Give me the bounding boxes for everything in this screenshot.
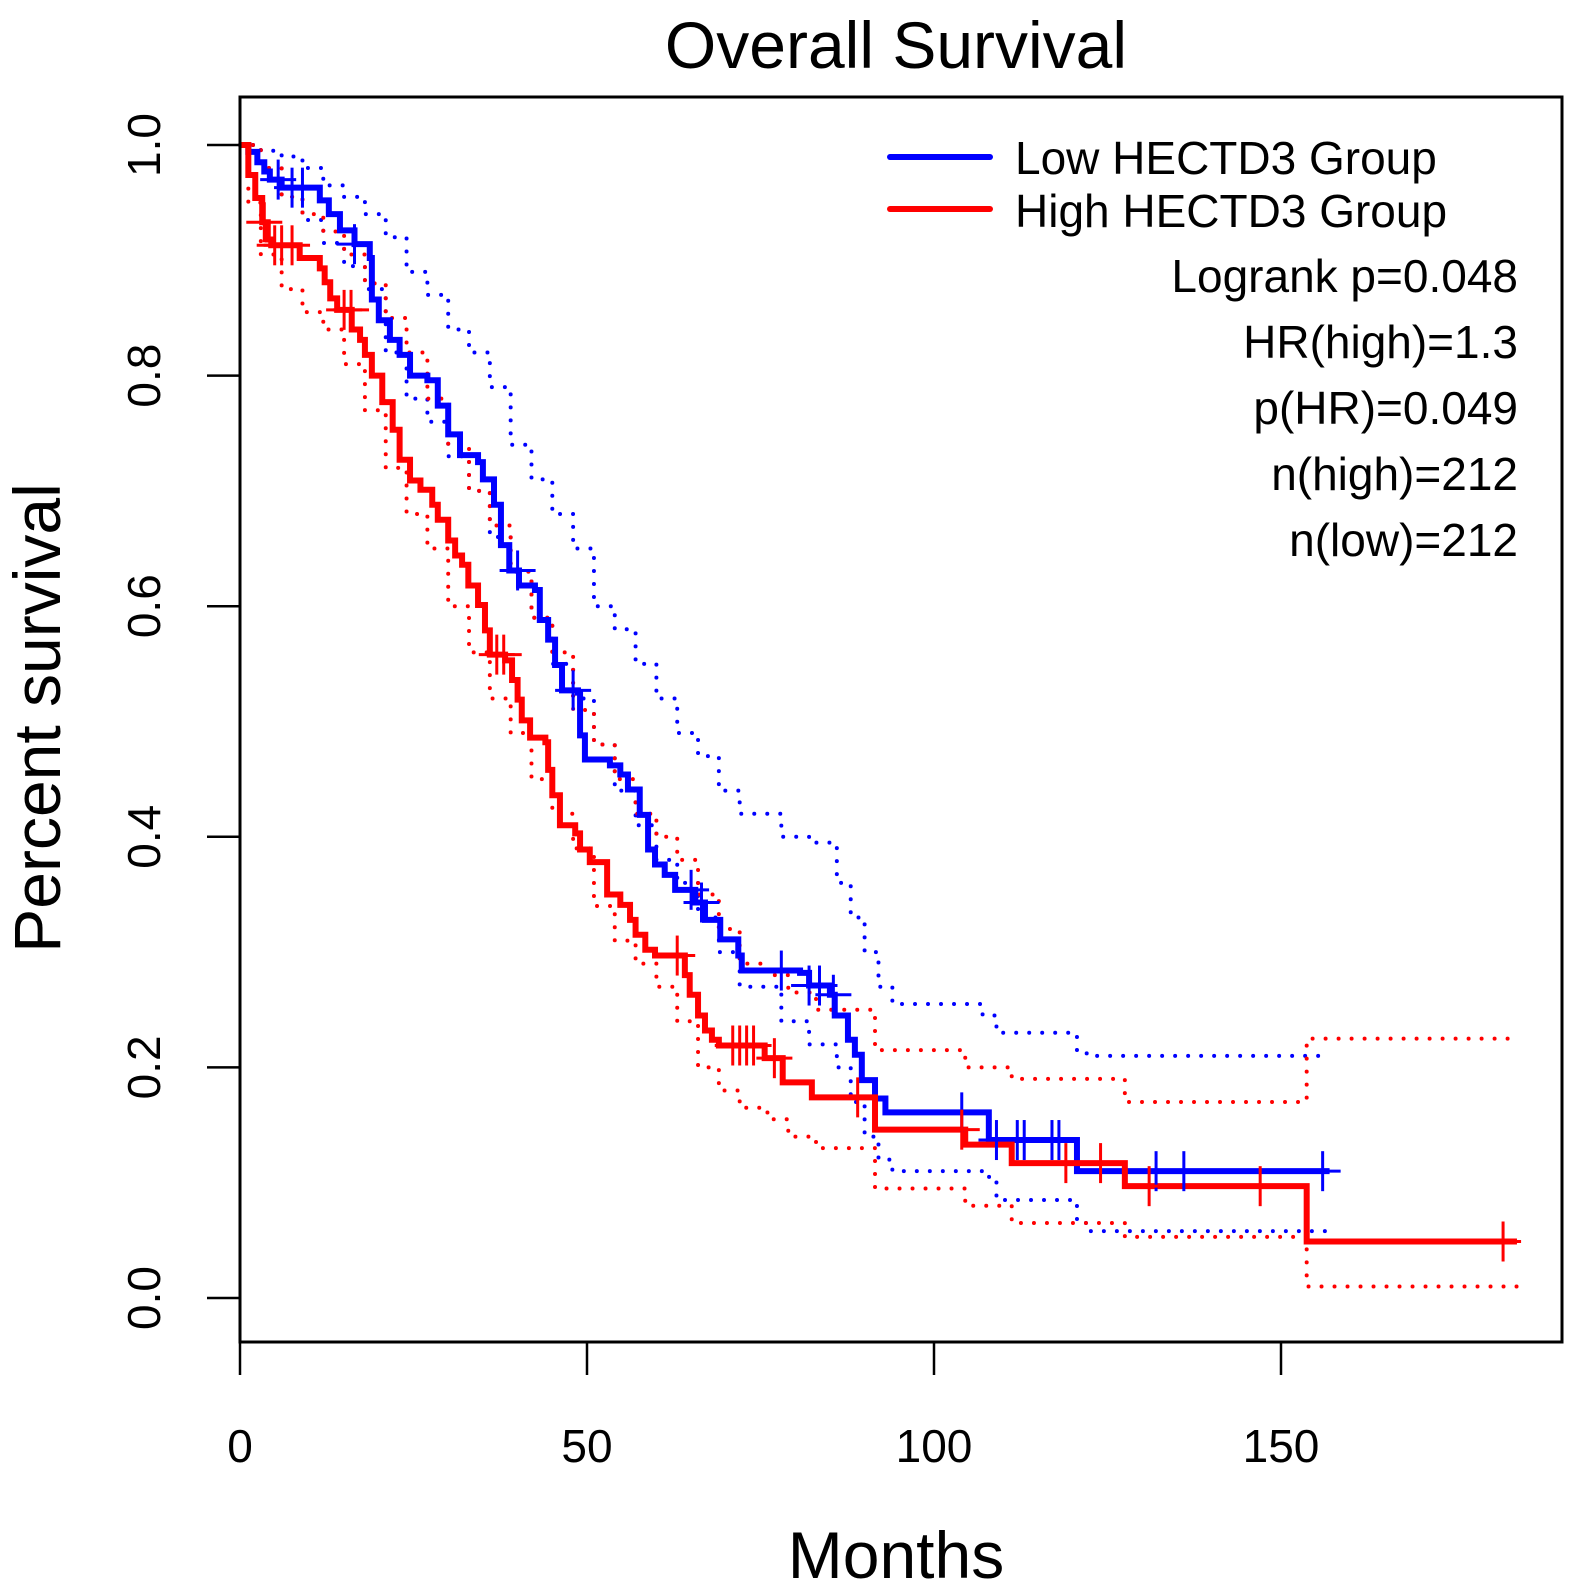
high-censor-mark [1131,1166,1168,1207]
y-tick-label: 0.4 [118,805,170,869]
hazard-ratio: HR(high)=1.3 [1243,316,1518,368]
low-censor-mark [1165,1151,1202,1192]
y-tick-label: 0.6 [118,574,170,638]
legend-label-low: Low HECTD3 Group [1015,132,1437,184]
high-censor-mark [1082,1143,1119,1184]
y-tick-label: 0.2 [118,1035,170,1099]
low-censor-mark [683,882,720,923]
high-censor-mark [659,935,696,976]
high-censor-mark [246,202,283,243]
low-censor-mark [763,950,800,991]
high-censor-mark [839,1077,876,1118]
confidence-bands [238,143,1519,1289]
y-tick-label: 0.0 [118,1266,170,1330]
survival-curves [240,142,1517,1245]
logrank-p-value: Logrank p=0.048 [1171,250,1518,302]
legend-label-high: High HECTD3 Group [1015,185,1447,237]
high-censor-mark [274,225,311,266]
y-tick-label: 1.0 [118,113,170,177]
legend: Low HECTD3 Group High HECTD3 Group [887,132,1447,237]
n-low: n(low)=212 [1289,514,1518,566]
high-censor-mark [943,1109,980,1150]
x-tick-label: 0 [227,1420,253,1472]
low-censor-mark [555,670,592,711]
low-censor-mark [1304,1151,1341,1192]
high-censor-mark [1485,1221,1522,1262]
high-censor-mark [1242,1166,1279,1207]
x-tick-label: 150 [1243,1420,1320,1472]
y-tick-label: 0.8 [118,344,170,408]
low-ci-upper-band [238,143,1332,1058]
low-censor-mark [284,167,321,208]
high-censor-mark [1047,1143,1084,1184]
statistics-annotation: Logrank p=0.048 HR(high)=1.3 p(HR)=0.049… [1171,250,1518,566]
low-censor-mark [336,224,373,265]
n-high: n(high)=212 [1271,448,1518,500]
chart-title: Overall Survival [665,8,1127,82]
y-axis: 0.0 0.2 0.4 0.6 0.8 1.0 [118,113,242,1330]
high-censor-mark [333,289,370,330]
high-ci-upper-band [238,143,1519,1104]
high-censor-mark [485,634,522,675]
low-censor-mark [815,974,852,1015]
high-censor-mark [735,1025,772,1066]
x-axis-title: Months [788,1518,1004,1585]
low-censor-mark [260,159,297,200]
low-censor-mark [801,965,838,1006]
x-tick-label: 100 [896,1420,973,1472]
x-axis: 0 50 100 150 [227,1340,1320,1472]
low-censor-mark [499,550,536,591]
low-survival-curve [240,142,1330,1175]
low-censor-mark [1040,1120,1077,1161]
x-tick-label: 50 [561,1420,612,1472]
censor-marks [246,159,1522,1262]
y-axis-title: Percent survival [0,483,74,953]
hazard-ratio-p-value: p(HR)=0.049 [1253,382,1518,434]
high-survival-curve [240,142,1517,1245]
high-censor-mark [756,1038,793,1079]
plot-area [238,142,1522,1289]
